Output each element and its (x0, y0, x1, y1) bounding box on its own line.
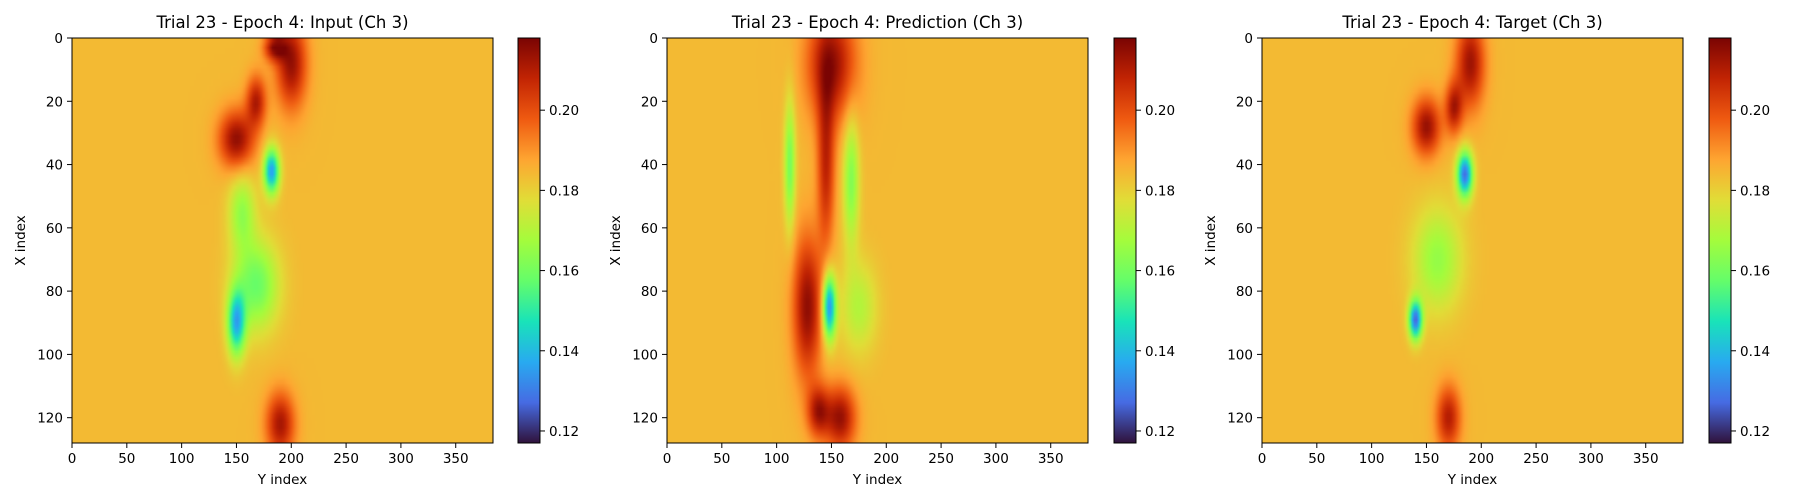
x-tick-label: 100 (169, 451, 195, 467)
x-tick-label: 350 (443, 451, 469, 467)
colorbar-tick-label: 0.14 (1740, 344, 1770, 360)
x-tick-label: 200 (873, 451, 899, 467)
colorbar: 0.12 0.14 0.16 0.18 0.20 (1113, 37, 1175, 444)
x-axis-label: Y index (1447, 472, 1497, 488)
heatmap-image (72, 38, 493, 443)
y-tick-label: 120 (632, 411, 658, 427)
y-tick-label: 0 (54, 31, 63, 47)
y-tick-label: 60 (1236, 221, 1253, 237)
x-tick-label: 250 (928, 451, 954, 467)
colorbar-tick-label: 0.14 (1145, 344, 1175, 360)
colorbar-tick-label: 0.12 (1145, 424, 1175, 440)
y-tick-label: 80 (1236, 284, 1253, 300)
y-tick-label: 80 (46, 284, 63, 300)
x-tick-label: 350 (1633, 451, 1659, 467)
colorbar-tick-label: 0.18 (1145, 183, 1175, 199)
colorbar-tick-label: 0.16 (549, 264, 579, 280)
x-tick-label: 50 (118, 451, 135, 467)
y-tick-label: 60 (641, 221, 658, 237)
y-tick-label: 40 (46, 158, 63, 174)
y-tick-label: 0 (649, 31, 658, 47)
plot-frame (71, 37, 494, 444)
x-tick-label: 300 (388, 451, 414, 467)
y-tick-label: 20 (46, 94, 63, 110)
y-axis-label: X index (1203, 215, 1219, 265)
x-tick-label: 150 (224, 451, 250, 467)
colorbar-gradient (517, 37, 541, 444)
x-tick-label: 0 (68, 451, 77, 467)
colorbar-gradient (1708, 37, 1732, 444)
colorbar: 0.12 0.14 0.16 0.18 0.20 (1708, 37, 1770, 444)
colorbar: 0.12 0.14 0.16 0.18 0.20 (517, 37, 579, 444)
y-tick-label: 100 (37, 347, 63, 363)
colorbar-gradient (1113, 37, 1137, 444)
colorbar-tick-label: 0.20 (1740, 103, 1770, 119)
x-tick-label: 250 (333, 451, 359, 467)
y-tick-label: 100 (1227, 347, 1253, 363)
colorbar-tick-label: 0.18 (1740, 183, 1770, 199)
colorbar-tick-label: 0.14 (549, 344, 579, 360)
x-tick-label: 300 (983, 451, 1009, 467)
x-tick-label: 200 (1468, 451, 1494, 467)
y-tick-label: 100 (632, 347, 658, 363)
heatmap-panel-1: Trial 23 - Epoch 4: Input (Ch 3) 0 50 100 15… (13, 13, 579, 488)
x-tick-label: 0 (1258, 451, 1267, 467)
y-tick-label: 20 (1236, 94, 1253, 110)
y-axis-label: X index (13, 215, 29, 265)
y-tick-label: 40 (1236, 158, 1253, 174)
y-tick-label: 0 (1244, 31, 1253, 47)
x-axis-label: Y index (852, 472, 902, 488)
x-tick-label: 250 (1523, 451, 1549, 467)
colorbar-tick-label: 0.12 (1740, 424, 1770, 440)
x-tick-label: 300 (1578, 451, 1604, 467)
colorbar-tick-label: 0.16 (1740, 264, 1770, 280)
x-tick-label: 150 (1414, 451, 1440, 467)
plot-frame (1261, 37, 1684, 444)
x-axis-label: Y index (257, 472, 307, 488)
y-tick-label: 40 (641, 158, 658, 174)
colorbar-tick-label: 0.20 (1145, 103, 1175, 119)
heatmap-image (667, 38, 1088, 443)
plot-frame (666, 37, 1089, 444)
y-tick-label: 120 (1227, 411, 1253, 427)
colorbar-tick-label: 0.20 (549, 103, 579, 119)
heatmap-image (1262, 38, 1683, 443)
heatmap-panel-3: Trial 23 - Epoch 4: Target (Ch 3) 0 50 100 1… (1203, 13, 1770, 488)
y-axis-label: X index (608, 215, 624, 265)
heatmap-panel-2: Trial 23 - Epoch 4: Prediction (Ch 3) 0 50… (608, 13, 1175, 488)
x-tick-label: 150 (819, 451, 845, 467)
x-tick-label: 100 (764, 451, 790, 467)
colorbar-tick-label: 0.16 (1145, 264, 1175, 280)
x-tick-label: 100 (1359, 451, 1385, 467)
y-tick-label: 120 (37, 411, 63, 427)
x-tick-label: 0 (663, 451, 672, 467)
y-tick-label: 80 (641, 284, 658, 300)
x-tick-label: 50 (1308, 451, 1325, 467)
x-tick-label: 350 (1038, 451, 1064, 467)
x-tick-label: 50 (713, 451, 730, 467)
y-tick-label: 60 (46, 221, 63, 237)
chart-title: Trial 23 - Epoch 4: Target (Ch 3) (1341, 13, 1602, 32)
colorbar-tick-label: 0.12 (549, 424, 579, 440)
chart-title: Trial 23 - Epoch 4: Input (Ch 3) (155, 13, 408, 32)
chart-title: Trial 23 - Epoch 4: Prediction (Ch 3) (731, 13, 1023, 32)
y-tick-label: 20 (641, 94, 658, 110)
x-tick-label: 200 (278, 451, 304, 467)
colorbar-tick-label: 0.18 (549, 183, 579, 199)
